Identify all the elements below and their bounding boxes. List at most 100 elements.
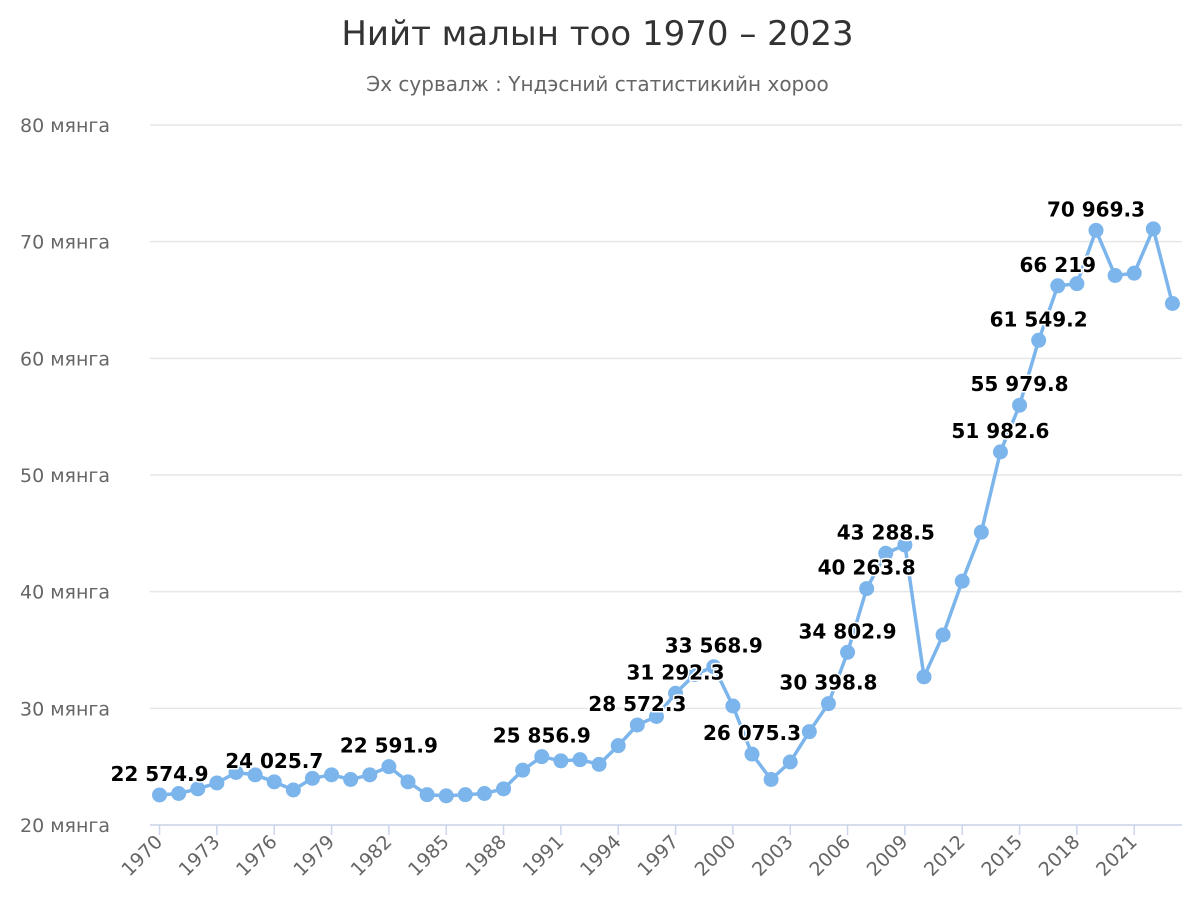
x-tick-label: 1970 xyxy=(117,831,167,881)
data-label: 33 568.9 xyxy=(665,634,763,658)
data-point xyxy=(1069,276,1085,292)
x-tick-label: 1976 xyxy=(232,831,282,881)
x-tick-label: 2000 xyxy=(691,831,741,881)
y-tick-label: 50 мянга xyxy=(20,465,110,487)
data-point xyxy=(553,753,569,769)
data-point xyxy=(725,698,741,714)
x-tick-label: 1979 xyxy=(289,831,339,881)
data-point xyxy=(438,788,454,804)
data-point xyxy=(859,581,875,597)
data-label: 43 288.5 xyxy=(837,520,935,544)
data-point xyxy=(916,669,932,685)
x-axis: 1970 1973 1976 1979 1982 1985 1988 1991 1994 1997… xyxy=(117,824,1182,881)
data-point xyxy=(304,770,320,786)
y-axis: 20 мянга 30 мянга 40 мянга 50 мянга 60 мянга… xyxy=(20,115,110,837)
x-tick-label: 1988 xyxy=(461,831,511,881)
data-point xyxy=(534,749,550,765)
data-label: 30 398.8 xyxy=(779,671,877,695)
y-tick-label: 70 мянга xyxy=(20,232,110,254)
data-label: 34 802.9 xyxy=(799,619,897,643)
x-tick-label: 2021 xyxy=(1092,831,1142,881)
data-label: 51 982.6 xyxy=(951,419,1049,443)
x-tick-label: 1982 xyxy=(347,831,397,881)
x-tick-label: 1973 xyxy=(175,831,225,881)
y-tick-label: 40 мянга xyxy=(20,582,110,604)
data-point xyxy=(190,781,206,797)
y-tick-label: 60 мянга xyxy=(20,348,110,370)
data-point xyxy=(648,709,664,724)
data-point xyxy=(1012,397,1028,413)
x-tick-label: 2015 xyxy=(977,831,1027,881)
data-point xyxy=(572,752,588,768)
data-point xyxy=(878,545,894,561)
data-point xyxy=(1107,268,1123,283)
x-tick-label: 2009 xyxy=(863,831,913,881)
x-tick-label: 1985 xyxy=(404,831,454,881)
data-point xyxy=(171,786,187,801)
data-point xyxy=(515,762,531,778)
data-point xyxy=(840,644,856,660)
chart-title: Нийт малын тоо 1970 – 2023 xyxy=(341,14,854,54)
data-point xyxy=(476,786,492,801)
data-label: 26 075.3 xyxy=(703,721,801,745)
x-tick-label: 2003 xyxy=(748,831,798,881)
data-point xyxy=(782,754,798,770)
data-point xyxy=(343,772,359,787)
data-label: 55 979.8 xyxy=(971,372,1069,396)
data-point xyxy=(419,787,435,803)
data-point xyxy=(152,787,168,803)
data-point xyxy=(247,767,263,783)
data-label: 61 549.2 xyxy=(990,307,1088,331)
series-points xyxy=(152,221,1180,804)
data-label: 22 574.9 xyxy=(111,762,209,786)
grid-lines xyxy=(150,124,1182,826)
data-label: 24 025.7 xyxy=(225,749,323,773)
data-point xyxy=(744,746,760,762)
data-point xyxy=(1126,265,1142,281)
data-point xyxy=(496,781,512,797)
data-label: 40 263.8 xyxy=(818,556,916,580)
data-point xyxy=(954,573,970,589)
data-point xyxy=(266,774,282,790)
data-labels: 22 574.9 24 025.7 22 591.9 25 856.9 28 572.3… xyxy=(109,196,1147,788)
x-tick-label: 1994 xyxy=(576,831,626,881)
data-point xyxy=(400,774,416,790)
y-tick-label: 30 мянга xyxy=(20,698,110,720)
data-point xyxy=(629,717,645,733)
data-point xyxy=(973,524,989,540)
x-tick-label: 2006 xyxy=(805,831,855,881)
data-label: 66 219 xyxy=(1020,253,1097,277)
y-tick-label: 20 мянга xyxy=(20,815,110,837)
data-point xyxy=(763,772,779,787)
data-point xyxy=(897,537,913,553)
data-point xyxy=(992,444,1008,460)
data-point xyxy=(820,696,836,712)
data-point xyxy=(801,724,817,740)
data-point xyxy=(668,685,684,701)
data-point xyxy=(285,782,301,798)
data-point xyxy=(935,627,951,643)
data-label: 70 969.3 xyxy=(1047,197,1145,221)
x-tick-label: 2018 xyxy=(1035,831,1085,881)
chart-subtitle: Эх сурвалж : Үндэсний статистикийн хороо xyxy=(366,72,829,96)
y-tick-label: 80 мянга xyxy=(20,115,110,137)
data-label: 25 856.9 xyxy=(493,724,591,748)
data-point xyxy=(362,767,378,783)
data-point xyxy=(1031,332,1047,348)
data-point xyxy=(1145,221,1161,237)
data-label: 22 591.9 xyxy=(340,734,438,758)
data-point xyxy=(457,787,473,803)
data-point xyxy=(1164,296,1180,311)
data-point xyxy=(706,659,722,675)
x-tick-label: 1997 xyxy=(633,831,683,881)
data-point xyxy=(324,767,340,783)
data-point xyxy=(1088,222,1104,238)
data-point xyxy=(209,775,225,791)
data-point xyxy=(591,756,607,772)
data-point xyxy=(687,667,703,682)
data-point xyxy=(228,765,244,780)
data-label: 28 572.3 xyxy=(588,692,686,716)
x-tick-label: 1991 xyxy=(519,831,569,881)
data-point xyxy=(610,738,626,754)
